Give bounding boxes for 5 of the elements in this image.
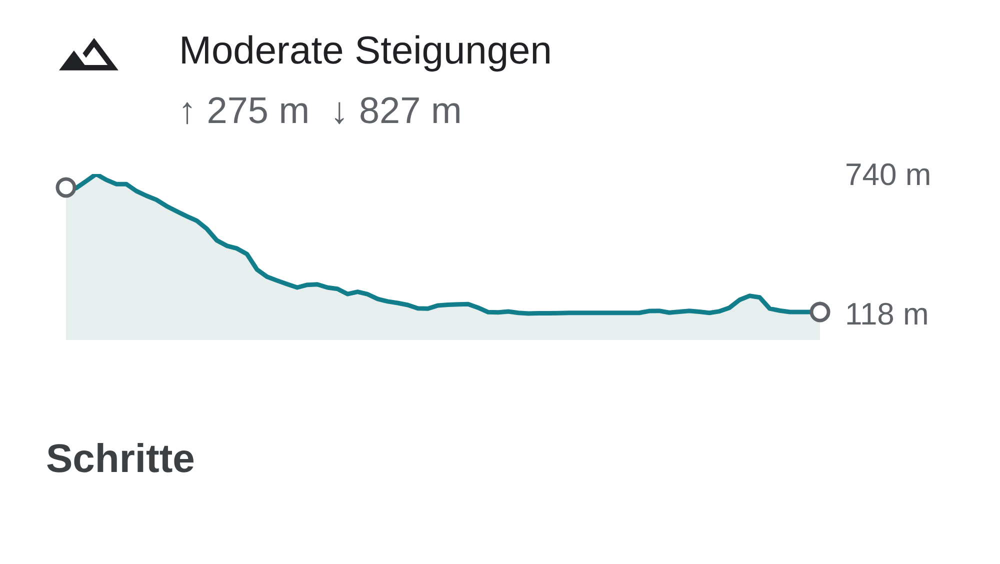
- chart-title: Moderate Steigungen: [179, 30, 552, 73]
- y-tick-label: 118 m: [845, 296, 929, 332]
- chart-subtitle: ↑ 275 m ↓ 827 m: [178, 90, 462, 131]
- text: Schritte: [46, 437, 195, 481]
- y-tick-label: 740 m: [845, 156, 932, 192]
